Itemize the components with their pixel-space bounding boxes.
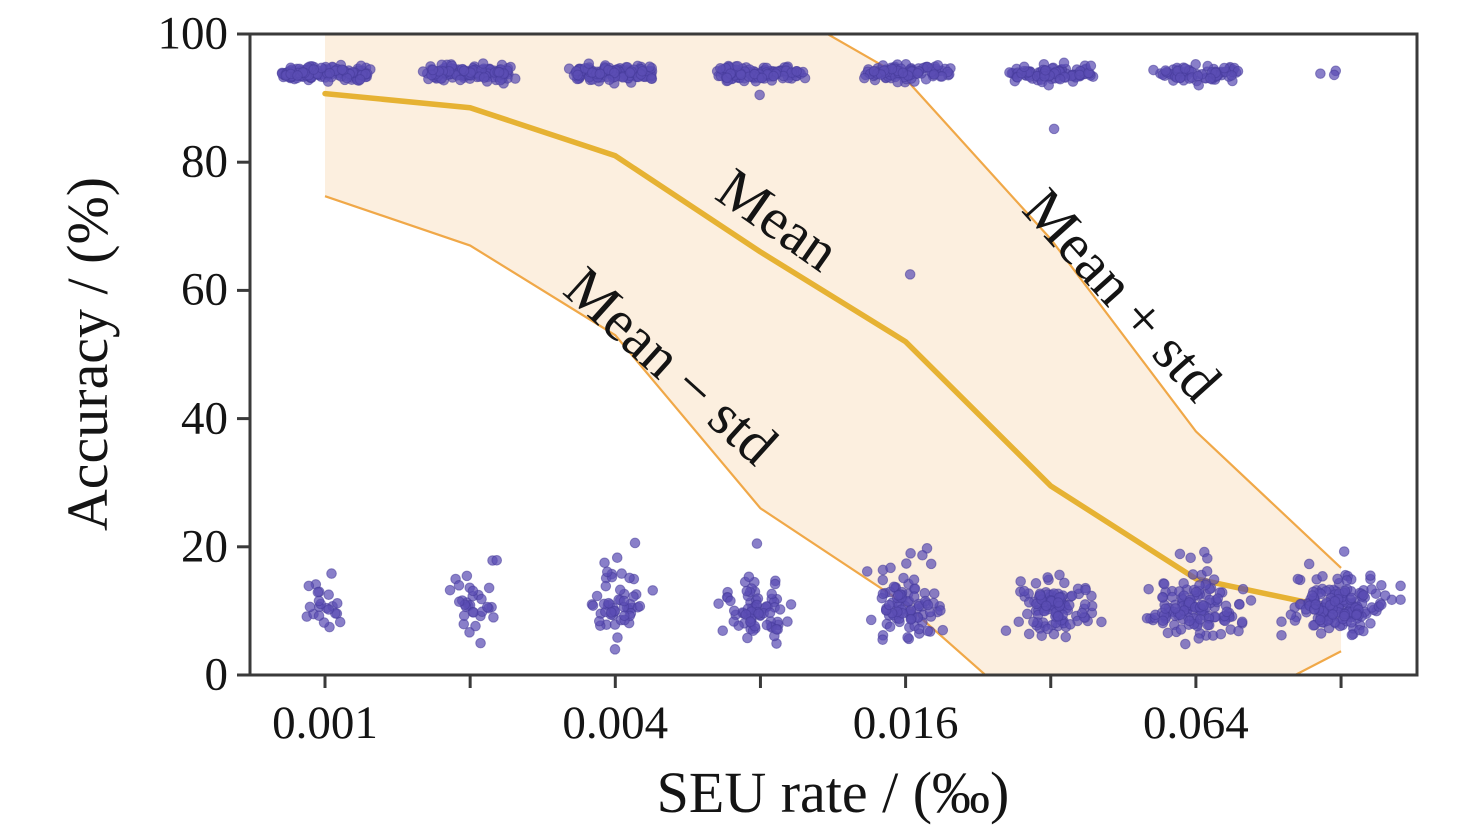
y-tick-label: 60 [181,263,228,316]
y-tick-label: 20 [181,520,228,573]
x-tick-label: 0.016 [852,697,959,749]
mean-line [322,90,1344,613]
mean-plus-std-line [825,34,1342,569]
mean-minus-std-line [324,195,1342,675]
y-tick-label: 100 [157,7,229,60]
y-axis-title: Accuracy / (%) [55,176,120,532]
axis-ticks [237,32,1343,688]
scatter-points [276,57,1406,655]
x-axis-title: SEU rate / (‰) [656,760,1010,825]
y-tick-label: 80 [181,135,228,188]
y-tick-label: 40 [181,392,228,445]
x-tick-label: 0.001 [272,697,378,749]
std-band [325,34,1342,675]
y-tick-label: 0 [204,648,229,701]
x-tick-label: 0.064 [1143,697,1249,749]
axes-spines [248,32,1419,677]
x-tick-label: 0.004 [562,697,669,749]
